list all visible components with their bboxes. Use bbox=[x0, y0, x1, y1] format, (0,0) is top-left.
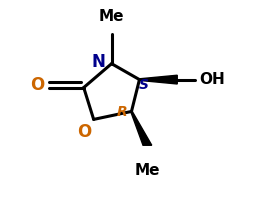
Text: R: R bbox=[116, 105, 127, 119]
Text: OH: OH bbox=[198, 72, 224, 87]
Text: S: S bbox=[138, 78, 148, 92]
Text: Me: Me bbox=[134, 163, 160, 178]
Text: Me: Me bbox=[99, 9, 124, 24]
Polygon shape bbox=[130, 111, 151, 145]
Polygon shape bbox=[139, 75, 177, 84]
Text: O: O bbox=[77, 123, 91, 141]
Text: O: O bbox=[29, 76, 44, 94]
Text: N: N bbox=[91, 53, 105, 71]
